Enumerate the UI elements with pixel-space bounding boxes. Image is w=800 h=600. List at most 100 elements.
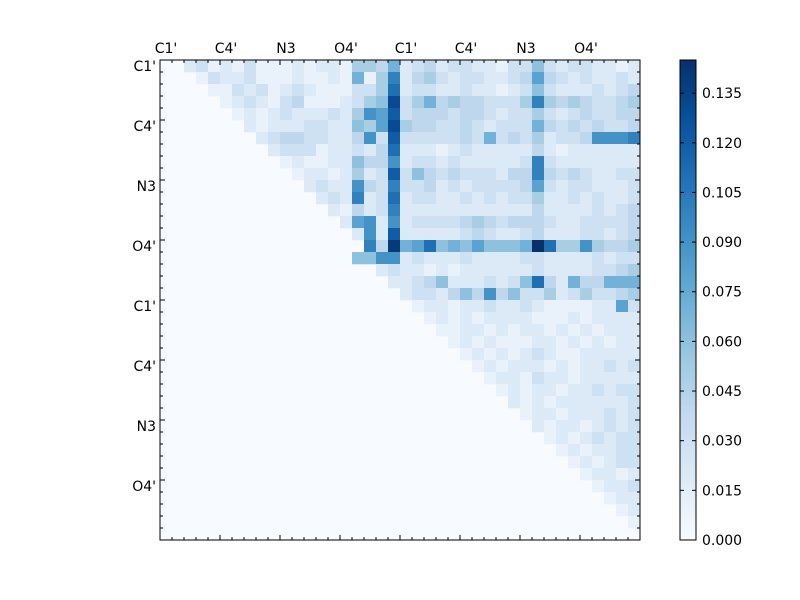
heatmap-cell <box>304 96 317 109</box>
heatmap-cell <box>496 384 509 397</box>
heatmap-cell <box>616 300 629 313</box>
heatmap-cell <box>568 216 581 229</box>
heatmap-cell <box>340 120 353 133</box>
heatmap-cell <box>532 300 545 313</box>
heatmap-cell <box>508 108 521 121</box>
heatmap-cell <box>604 408 617 421</box>
heatmap-cell <box>616 168 629 181</box>
heatmap-cell <box>412 72 425 85</box>
heatmap-cell <box>544 228 557 241</box>
heatmap-cell <box>496 348 509 361</box>
heatmap-cell <box>424 312 437 325</box>
heatmap-cell <box>628 420 641 433</box>
heatmap-cell <box>544 300 557 313</box>
heatmap-cell <box>484 264 497 277</box>
heatmap-cell <box>592 396 605 409</box>
heatmap-cell <box>496 240 509 253</box>
heatmap-cell <box>424 108 437 121</box>
heatmap-cell <box>232 84 245 97</box>
heatmap-cell <box>616 492 629 505</box>
colorbar-tick-label: 0.075 <box>702 285 742 301</box>
heatmap-cell <box>412 132 425 145</box>
heatmap-cell <box>508 276 521 289</box>
heatmap-cell <box>592 456 605 469</box>
heatmap-cell <box>460 276 473 289</box>
colorbar-tick-label: 0.135 <box>702 86 742 102</box>
heatmap-cell <box>316 156 329 169</box>
heatmap-cell <box>460 84 473 97</box>
heatmap-cell <box>520 204 533 217</box>
heatmap-cell <box>340 72 353 85</box>
heatmap-cell <box>544 216 557 229</box>
heatmap-cell <box>592 420 605 433</box>
heatmap-cell <box>544 276 557 289</box>
heatmap-cell <box>580 288 593 301</box>
y-tick-label: O4' <box>132 239 156 255</box>
heatmap-cell <box>352 96 365 109</box>
heatmap-cell <box>508 336 521 349</box>
heatmap-cell <box>544 264 557 277</box>
heatmap-cell <box>256 120 269 133</box>
heatmap-cell <box>412 276 425 289</box>
heatmap-cell <box>436 132 449 145</box>
heatmap-cell <box>532 312 545 325</box>
heatmap-cell <box>472 156 485 169</box>
heatmap-cell <box>484 120 497 133</box>
heatmap-cell <box>580 240 593 253</box>
heatmap-cell <box>616 144 629 157</box>
heatmap-cell <box>580 180 593 193</box>
heatmap-cell <box>328 96 341 109</box>
heatmap-cell <box>436 156 449 169</box>
heatmap-cell <box>568 360 581 373</box>
heatmap-cell <box>448 192 461 205</box>
heatmap-cell <box>616 108 629 121</box>
heatmap-cell <box>388 276 401 289</box>
heatmap-cell <box>364 228 377 241</box>
heatmap-cell <box>184 60 197 73</box>
heatmap-cell <box>448 276 461 289</box>
heatmap-cell <box>424 120 437 133</box>
heatmap-cell <box>604 240 617 253</box>
heatmap-cell <box>268 72 281 85</box>
heatmap-cell <box>556 276 569 289</box>
heatmap-cell <box>352 72 365 85</box>
heatmap-cell <box>592 468 605 481</box>
heatmap-cell <box>616 348 629 361</box>
heatmap-cell <box>352 192 365 205</box>
heatmap-cell <box>532 408 545 421</box>
heatmap-cell <box>484 60 497 73</box>
heatmap-cell <box>532 276 545 289</box>
heatmap-cell <box>208 84 221 97</box>
heatmap-cell <box>364 120 377 133</box>
heatmap-cell <box>544 288 557 301</box>
heatmap-cell <box>616 372 629 385</box>
heatmap-cell <box>616 84 629 97</box>
y-tick-label: C4' <box>133 359 156 375</box>
heatmap-cell <box>604 384 617 397</box>
heatmap-cell <box>604 264 617 277</box>
heatmap-cell <box>328 168 341 181</box>
heatmap-cell <box>604 120 617 133</box>
heatmap-cell <box>580 216 593 229</box>
colorbar-gradient <box>679 59 697 541</box>
heatmap-cell <box>244 72 257 85</box>
heatmap-cell <box>400 240 413 253</box>
heatmap-cell <box>388 84 401 97</box>
heatmap-cell <box>256 60 269 73</box>
heatmap-cell <box>484 144 497 157</box>
heatmap-cell <box>580 420 593 433</box>
colorbar-tick-label: 0.030 <box>702 434 742 450</box>
heatmap-cell <box>340 96 353 109</box>
heatmap-cell <box>352 204 365 217</box>
heatmap-cell <box>496 180 509 193</box>
heatmap-cell <box>580 348 593 361</box>
heatmap-cell <box>556 360 569 373</box>
heatmap-cell <box>460 228 473 241</box>
heatmap-cell <box>400 216 413 229</box>
heatmap-cell <box>244 84 257 97</box>
heatmap-cell <box>628 72 641 85</box>
heatmap-cell <box>364 156 377 169</box>
heatmap-cell <box>616 504 629 517</box>
heatmap-cell <box>532 192 545 205</box>
heatmap-cell <box>292 108 305 121</box>
